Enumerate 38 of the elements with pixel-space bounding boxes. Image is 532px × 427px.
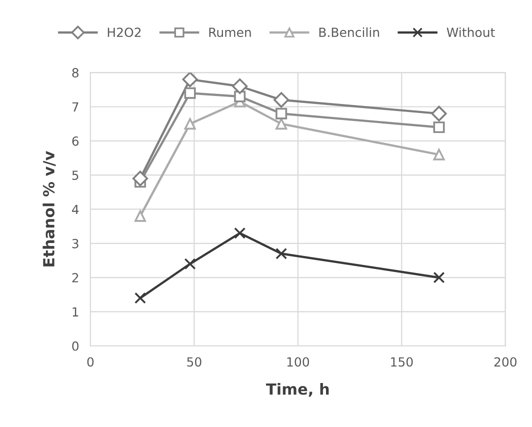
point [134, 292, 146, 304]
legend-label: Without [446, 27, 495, 38]
point [234, 227, 246, 239]
point [234, 90, 246, 102]
point [433, 272, 445, 284]
y-tick-label: 7 [72, 102, 78, 112]
point [433, 148, 445, 160]
legend-label: B.Bencilin [319, 27, 380, 38]
point [274, 92, 290, 108]
point [431, 106, 447, 122]
point [184, 258, 196, 270]
x-tick-label: 0 [87, 357, 94, 367]
y-tick-label: 3 [72, 238, 78, 248]
point [433, 121, 445, 134]
y-axis-title: Ethanol % v/v [42, 150, 56, 266]
point [184, 118, 196, 130]
x-tick-label: 150 [391, 357, 413, 367]
x-tick-label: 50 [187, 357, 202, 367]
y-tick-label: 8 [72, 68, 78, 78]
x-tick-label: 200 [494, 357, 516, 367]
y-tick-label: 6 [72, 136, 79, 146]
legend-label: H2O2 [108, 28, 141, 38]
point [276, 118, 288, 130]
point [276, 248, 288, 260]
x-tick-label: 100 [287, 357, 310, 367]
point [132, 170, 148, 186]
point [182, 72, 198, 88]
point [134, 210, 146, 222]
x-axis-title: Time, h [266, 382, 329, 397]
point [184, 87, 196, 99]
y-tick-label: 5 [72, 170, 78, 180]
point [232, 78, 248, 94]
y-tick-label: 2 [72, 273, 78, 282]
point [276, 108, 288, 120]
y-tick-label: 4 [72, 204, 79, 214]
y-tick-label: 0 [72, 341, 78, 351]
y-tick-label: 1 [72, 307, 78, 316]
legend-label: Rumen [209, 28, 251, 38]
